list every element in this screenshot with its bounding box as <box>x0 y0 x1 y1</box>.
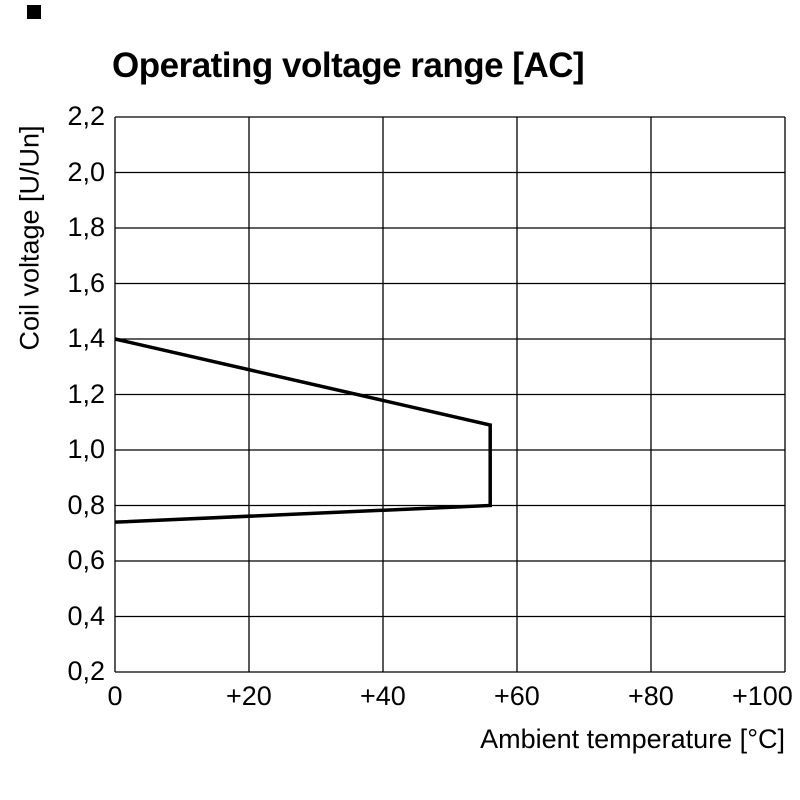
corner-mark <box>27 5 41 19</box>
y-tick-label: 1,6 <box>67 267 105 298</box>
y-tick-label: 0,6 <box>67 545 105 575</box>
y-tick-label: 1,8 <box>67 212 105 242</box>
operating-voltage-range-boundary-line <box>114 337 492 524</box>
x-tick-label: 0 <box>107 681 123 711</box>
x-tick-label: +40 <box>360 681 406 711</box>
y-tick-label: 2,0 <box>67 156 105 187</box>
y-tick-label: 1,4 <box>67 323 105 353</box>
y-tick-label: 0,4 <box>67 600 105 631</box>
x-tick-label: +20 <box>226 681 272 711</box>
x-tick-label: +80 <box>628 681 674 711</box>
y-tick-label: 1,2 <box>67 378 105 409</box>
x-axis-label: Ambient temperature [°C] <box>480 724 785 754</box>
chart-title: Operating voltage range [AC] <box>112 46 585 85</box>
x-tick-label: +100 <box>732 681 793 711</box>
y-tick-label: 1,0 <box>67 434 105 464</box>
x-tick-label: +60 <box>494 681 540 711</box>
y-tick-label: 0,2 <box>67 656 105 686</box>
y-tick-label: 2,2 <box>67 101 105 131</box>
y-tick-label: 0,8 <box>67 489 105 520</box>
